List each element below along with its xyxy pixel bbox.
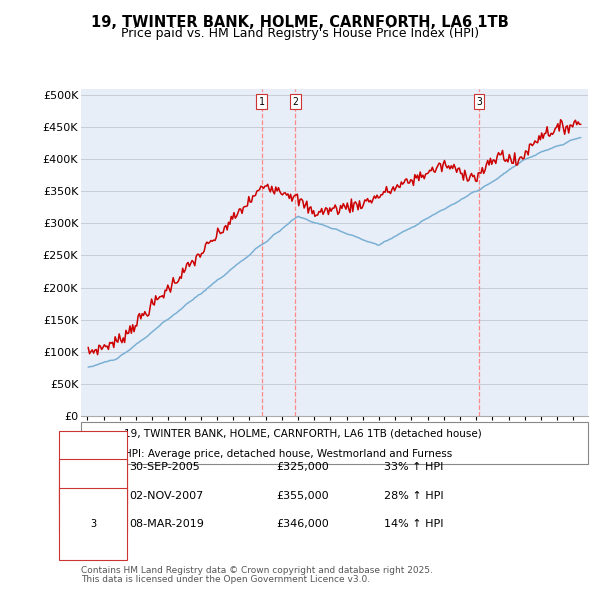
Text: 08-MAR-2019: 08-MAR-2019 bbox=[129, 519, 204, 529]
Text: Price paid vs. HM Land Registry's House Price Index (HPI): Price paid vs. HM Land Registry's House … bbox=[121, 27, 479, 40]
Text: 3: 3 bbox=[90, 519, 96, 529]
Text: £325,000: £325,000 bbox=[276, 463, 329, 472]
Text: Contains HM Land Registry data © Crown copyright and database right 2025.: Contains HM Land Registry data © Crown c… bbox=[81, 566, 433, 575]
Text: This data is licensed under the Open Government Licence v3.0.: This data is licensed under the Open Gov… bbox=[81, 575, 370, 584]
FancyBboxPatch shape bbox=[81, 422, 588, 464]
Text: 3: 3 bbox=[476, 97, 482, 107]
Text: £355,000: £355,000 bbox=[276, 491, 329, 500]
Text: 1: 1 bbox=[259, 97, 265, 107]
Text: 2: 2 bbox=[90, 491, 96, 500]
Text: 2: 2 bbox=[292, 97, 298, 107]
Text: £346,000: £346,000 bbox=[276, 519, 329, 529]
Text: HPI: Average price, detached house, Westmorland and Furness: HPI: Average price, detached house, West… bbox=[124, 449, 452, 458]
Text: 02-NOV-2007: 02-NOV-2007 bbox=[129, 491, 203, 500]
Text: 30-SEP-2005: 30-SEP-2005 bbox=[129, 463, 200, 472]
Text: 19, TWINTER BANK, HOLME, CARNFORTH, LA6 1TB: 19, TWINTER BANK, HOLME, CARNFORTH, LA6 … bbox=[91, 15, 509, 30]
Text: 19, TWINTER BANK, HOLME, CARNFORTH, LA6 1TB (detached house): 19, TWINTER BANK, HOLME, CARNFORTH, LA6 … bbox=[124, 428, 482, 438]
Text: 14% ↑ HPI: 14% ↑ HPI bbox=[384, 519, 443, 529]
Text: 1: 1 bbox=[90, 463, 96, 472]
Text: 28% ↑ HPI: 28% ↑ HPI bbox=[384, 491, 443, 500]
Text: 33% ↑ HPI: 33% ↑ HPI bbox=[384, 463, 443, 472]
